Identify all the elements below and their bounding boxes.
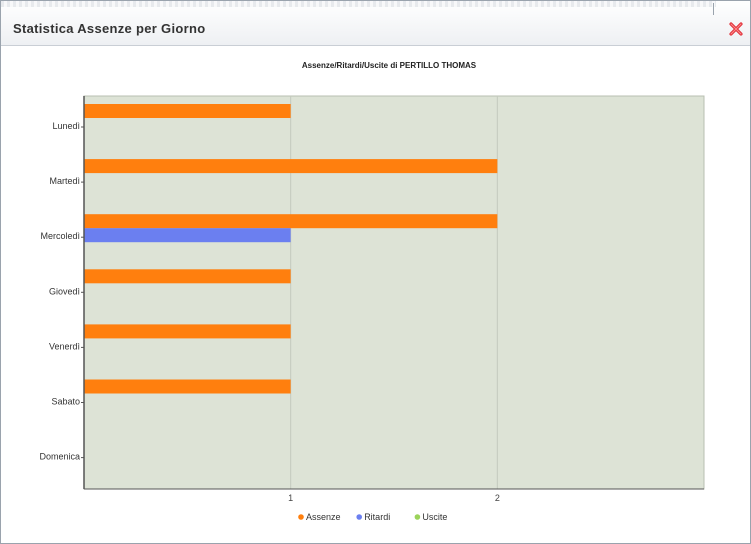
absence-chart: Assenze/Ritardi/Uscite di PERTILLO THOMA… (39, 61, 705, 522)
close-x-icon[interactable] (728, 21, 744, 37)
y-category-label: Sabato (51, 397, 80, 407)
dialog-titlebar[interactable]: Statistica Assenze per Giorno (1, 1, 750, 46)
legend-marker (414, 514, 421, 520)
dialog-title: Statistica Assenze per Giorno (13, 21, 206, 36)
plot-area (83, 95, 705, 490)
legend-label: Uscite (422, 512, 447, 522)
titlebar-decoration (1, 1, 716, 7)
y-category-label: Domenica (39, 452, 80, 462)
y-category-label: Martedì (49, 176, 80, 186)
bar-assenze[interactable] (84, 214, 498, 229)
legend: Assenze Ritardi Uscite (298, 512, 447, 522)
y-category-label: Lunedì (52, 121, 80, 131)
x-tick-label: 2 (495, 493, 500, 503)
chart-title: Assenze/Ritardi/Uscite di PERTILLO THOMA… (302, 61, 477, 70)
y-category-label: Venerdì (49, 341, 80, 351)
bar-assenze[interactable] (84, 379, 291, 394)
bar-assenze[interactable] (84, 104, 291, 118)
bars-group (84, 104, 498, 394)
bar-ritardi[interactable] (84, 228, 291, 243)
y-category-label: Giovedì (49, 286, 80, 296)
bar-assenze[interactable] (84, 269, 291, 284)
bar-assenze[interactable] (84, 324, 291, 339)
axis-group: 1 2 Lunedì Martedì Mercoledì Giovedì Venerdì Sa… (39, 96, 704, 503)
legend-label: Ritardi (364, 512, 390, 522)
legend-marker (298, 514, 304, 520)
legend-marker (356, 514, 363, 520)
bar-assenze[interactable] (84, 159, 498, 174)
legend-label: Assenze (306, 512, 341, 522)
y-category-label: Mercoledì (40, 231, 80, 241)
titlebar-divider (713, 3, 714, 15)
x-tick-label: 1 (288, 493, 293, 503)
